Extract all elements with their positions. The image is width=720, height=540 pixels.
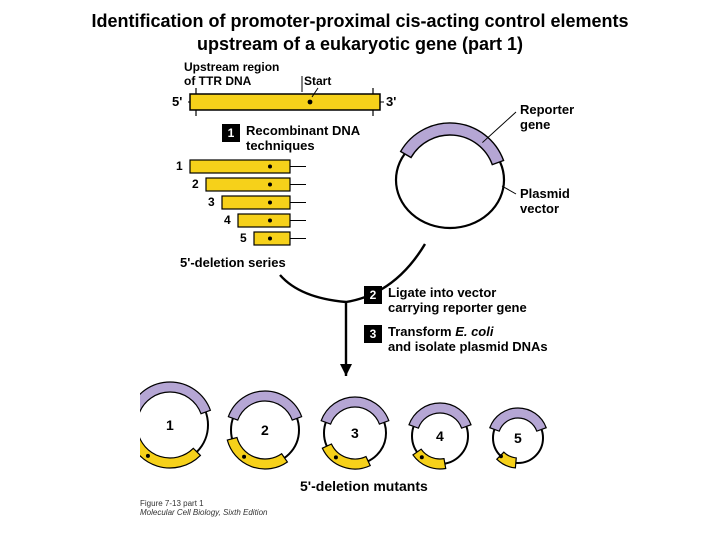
deletion-bar-num-2: 2 [192,177,199,191]
diagram-area: Figure 7-13 part 1 Molecular Cell Biolog… [140,60,600,520]
plasmid-vector-label: Plasmid vector [520,186,570,216]
mutant-num-4: 4 [436,428,444,444]
mutant-num-2: 2 [261,422,269,438]
step-box-2: 2 [364,286,382,304]
step-text-2: Ligate into vectorcarrying reporter gene [388,285,527,315]
deletion-bar-num-5: 5 [240,231,247,245]
start-label: Start [304,74,331,88]
figure-citation: Figure 7-13 part 1 Molecular Cell Biolog… [140,500,267,518]
deletion-series-label: 5'-deletion series [180,255,286,270]
reporter-gene-label: Reporter gene [520,102,574,132]
deletion-bar-num-1: 1 [176,159,183,173]
mutants-label: 5'-deletion mutants [300,478,428,494]
deletion-bar-num-4: 4 [224,213,231,227]
page-title: Identification of promoter-proximal cis-… [0,0,720,61]
step-box-1: 1 [222,124,240,142]
three-prime-label: 3' [386,94,396,109]
step-text-3: Transform E. coliand isolate plasmid DNA… [388,324,548,354]
five-prime-label: 5' [172,94,182,109]
step-text-1: Recombinant DNAtechniques [246,123,360,153]
mutant-num-3: 3 [351,425,359,441]
mutant-num-5: 5 [514,430,522,446]
upstream-label: Upstream region of TTR DNA [184,60,279,88]
step-box-3: 3 [364,325,382,343]
mutant-num-1: 1 [166,417,174,433]
cite-line2: Molecular Cell Biology, Sixth Edition [140,509,267,518]
deletion-bar-num-3: 3 [208,195,215,209]
